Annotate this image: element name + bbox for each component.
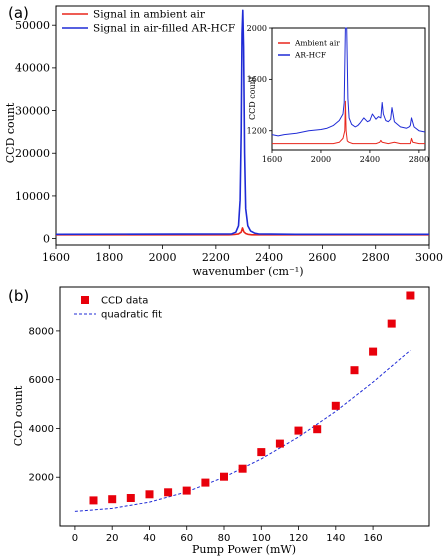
x-tick-label: 20: [106, 533, 119, 544]
inset-y-axis-label: CCD count: [248, 75, 257, 120]
x-tick-label: 2200: [202, 251, 230, 264]
y-tick-label: 30000: [15, 104, 50, 117]
x-tick-label: 2800: [409, 155, 429, 164]
data-point: [182, 486, 191, 495]
data-point: [201, 478, 210, 487]
data-point: [108, 495, 117, 504]
legend-label: CCD data: [101, 296, 148, 307]
y-tick-label: 0: [43, 232, 50, 245]
y-tick-label: 2000: [29, 473, 54, 484]
inset-chart: CCD count 1600 2000 2400 2800 1200 1600 2000 Am…: [247, 24, 429, 164]
x-tick-label: 40: [143, 533, 156, 544]
series-line: [74, 350, 411, 512]
data-point: [89, 496, 98, 505]
chart-panel-b: (b) Pump Power (mW) CCD count 0 20 40 60 80 1…: [8, 286, 430, 556]
data-point: [369, 347, 378, 356]
data-point: [331, 401, 340, 410]
y-tick-label: 6000: [29, 375, 54, 386]
legend-marker: [81, 296, 89, 304]
plot-area-b: 0 20 40 60 80 100 120 140 160 2000 4000 6000 8000 CCD…: [29, 286, 430, 544]
data-point: [275, 439, 284, 448]
panel-label-a: (a): [8, 4, 29, 22]
axes-frame: [59, 286, 430, 527]
y-axis-label: CCD count: [12, 385, 25, 446]
legend-label: Ambient air: [294, 39, 340, 48]
data-point: [145, 490, 154, 499]
x-tick-label: 2800: [362, 251, 390, 264]
y-tick-label: 20000: [15, 147, 50, 160]
legend-label: AR-HCF: [294, 51, 326, 60]
data-point: [238, 464, 247, 473]
data-point: [313, 425, 322, 434]
data-point: [294, 426, 303, 435]
x-tick-label: 2000: [149, 251, 177, 264]
x-tick-label: 0: [72, 533, 78, 544]
axes-frame: [271, 27, 426, 151]
legend-label: Signal in ambient air: [93, 9, 206, 21]
data-point: [220, 472, 228, 481]
y-axis-label: CCD count: [4, 102, 17, 163]
data-point: [164, 488, 173, 497]
x-tick-label: 160: [364, 533, 383, 544]
series-line: [271, 27, 426, 137]
y-tick-label: 50000: [15, 19, 50, 32]
x-tick-label: 2000: [311, 155, 331, 164]
series-line: [272, 100, 425, 145]
legend-label: quadratic fit: [101, 310, 162, 321]
legend-label: Signal in air-filled AR-HCF: [93, 23, 235, 35]
x-tick-label: 1800: [95, 251, 123, 264]
y-tick-label: 8000: [29, 326, 54, 337]
x-tick-label: 3000: [415, 251, 443, 264]
data-point: [257, 448, 266, 457]
x-tick-label: 120: [289, 533, 308, 544]
x-tick-label: 2400: [360, 155, 380, 164]
y-tick-label: 1600: [247, 75, 267, 84]
x-axis-label: Pump Power (mW): [192, 543, 296, 556]
y-tick-label: 4000: [29, 424, 54, 435]
series-line: [55, 9, 429, 236]
x-tick-label: 60: [180, 533, 193, 544]
series-line: [56, 227, 429, 236]
x-tick-label: 80: [218, 533, 231, 544]
panel-label-b: (b): [8, 287, 29, 305]
y-tick-label: 40000: [15, 62, 50, 75]
x-axis-label: wavenumber (cm⁻¹): [193, 265, 304, 278]
x-tick-label: 100: [252, 533, 271, 544]
x-tick-label: 1600: [42, 251, 70, 264]
y-tick-label: 2000: [247, 24, 267, 33]
x-tick-label: 2600: [308, 251, 336, 264]
data-point: [350, 366, 359, 375]
data-point: [387, 319, 396, 328]
x-tick-label: 1600: [262, 155, 282, 164]
x-tick-label: 140: [326, 533, 345, 544]
chart-panel-a: (a) wavenumber (cm⁻¹) CCD count 1600 1800…: [4, 4, 443, 278]
y-tick-label: 10000: [15, 190, 50, 203]
plot-area-inset: 1600 2000 2400 2800 1200 1600 2000 Ambient air A…: [247, 24, 429, 164]
data-point: [126, 494, 135, 502]
data-point: [406, 291, 415, 300]
y-tick-label: 1200: [247, 127, 267, 136]
x-tick-label: 2400: [255, 251, 283, 264]
